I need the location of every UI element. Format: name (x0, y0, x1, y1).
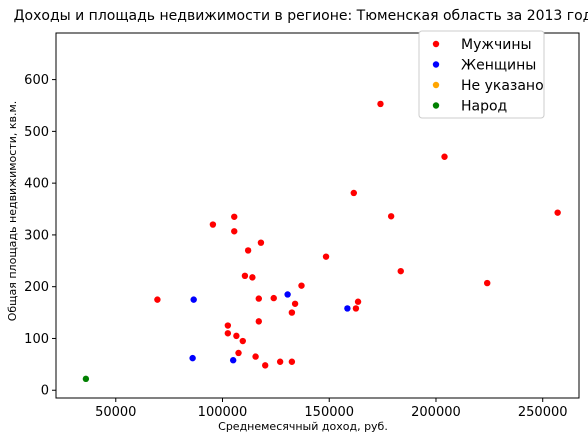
legend-box (418, 30, 545, 119)
legend: Мужчины Женщины Не указано Народ (418, 30, 545, 119)
x-tick-label: 100000 (198, 405, 248, 420)
data-point (257, 239, 265, 246)
legend-label: Женщины (461, 58, 536, 74)
data-point (270, 294, 277, 302)
data-point (276, 358, 284, 365)
data-point (82, 375, 90, 383)
y-axis-label: Общая площадь недвижимости, кв.м. (6, 101, 19, 322)
data-point (288, 358, 296, 365)
data-point (252, 353, 259, 360)
legend-label: Не указано (461, 78, 544, 94)
data-point (255, 295, 262, 302)
legend-marker (432, 40, 440, 48)
x-axis-ticks: 50000 100000 150000 200000 250000 (95, 398, 568, 420)
data-point (441, 153, 448, 160)
data-point (190, 296, 197, 303)
y-tick-label: 400 (24, 177, 49, 192)
data-point (239, 337, 246, 345)
data-point (352, 305, 360, 312)
data-points (82, 46, 561, 383)
legend-marker (432, 102, 440, 109)
data-point (397, 267, 404, 275)
y-tick-label: 100 (24, 332, 49, 347)
chart-title: Доходы и площадь недвижимости в регионе:… (14, 8, 588, 24)
data-point (244, 247, 252, 254)
legend-marker (432, 81, 440, 89)
y-tick-label: 500 (24, 125, 49, 140)
data-point (284, 291, 291, 298)
y-tick-label: 300 (24, 228, 49, 243)
legend-label: Мужчины (461, 37, 532, 53)
data-point (249, 274, 256, 281)
data-point (288, 309, 296, 316)
data-point (231, 213, 238, 220)
legend-marker (432, 61, 440, 68)
data-point (484, 279, 491, 287)
data-point (291, 300, 299, 307)
data-point (229, 357, 237, 364)
data-point (255, 318, 262, 325)
data-point (209, 221, 217, 228)
data-point (554, 209, 561, 216)
data-point (262, 362, 269, 369)
data-point (344, 305, 351, 312)
data-point (154, 296, 161, 303)
data-point (224, 330, 232, 337)
x-tick-label: 250000 (518, 405, 568, 420)
y-axis-ticks: 0 100 200 300 400 500 600 (24, 73, 56, 399)
data-point (387, 213, 395, 220)
data-point (231, 228, 238, 235)
x-tick-label: 200000 (411, 405, 461, 420)
data-point (224, 322, 232, 329)
data-point (235, 349, 242, 357)
x-tick-label: 50000 (95, 405, 136, 420)
data-point (350, 189, 357, 197)
data-point (298, 282, 305, 289)
legend-label: Народ (461, 99, 507, 115)
data-point (189, 354, 196, 362)
data-point (354, 298, 362, 305)
x-axis-label: Среднемесячный доход, руб. (218, 420, 388, 433)
data-point (377, 100, 384, 108)
data-point (322, 253, 330, 260)
data-point (233, 332, 240, 340)
data-point (241, 272, 249, 280)
y-tick-label: 600 (24, 73, 49, 88)
x-tick-label: 150000 (304, 405, 354, 420)
y-tick-label: 200 (24, 280, 49, 295)
y-tick-label: 0 (41, 384, 49, 399)
